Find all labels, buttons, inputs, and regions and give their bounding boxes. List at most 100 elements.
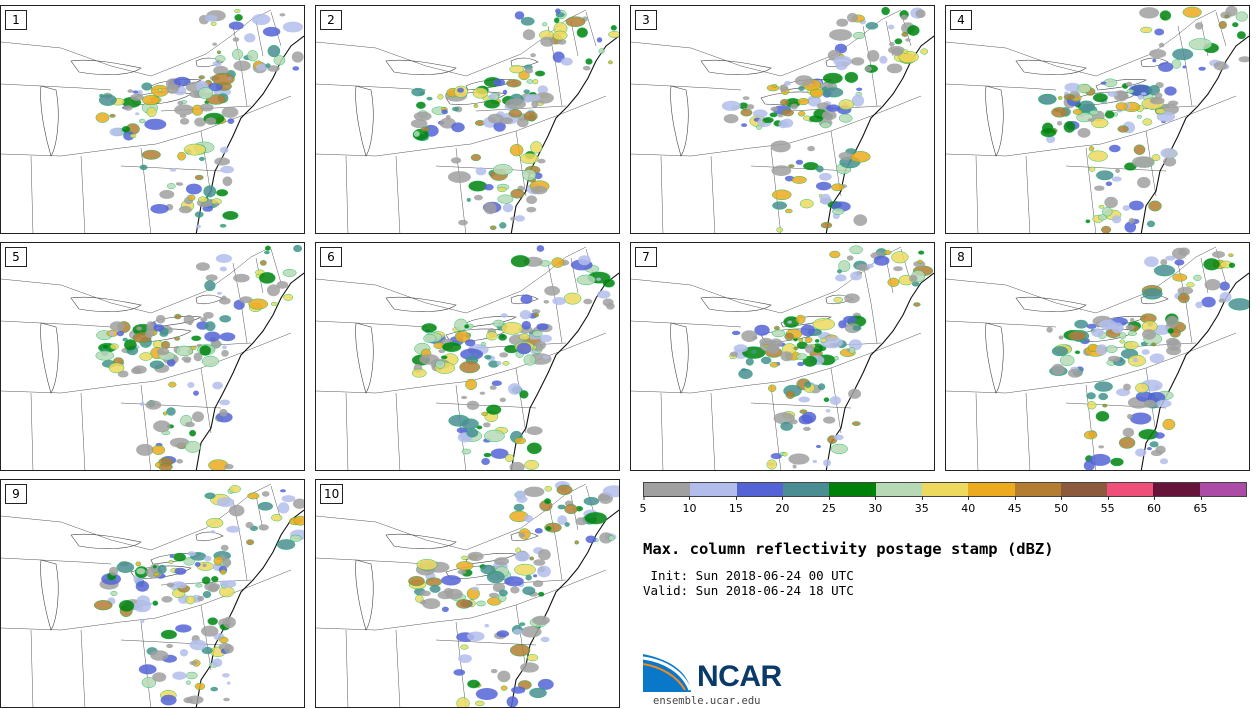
- reflectivity-cell: [838, 260, 851, 272]
- reflectivity-cell: [93, 600, 113, 611]
- colorbar-tick: 20: [775, 496, 790, 515]
- reflectivity-cell: [177, 151, 187, 161]
- reflectivity-cell: [488, 592, 499, 598]
- reflectivity-cell: [886, 63, 903, 74]
- reflectivity-cell: [537, 85, 548, 95]
- reflectivity-cell: [1219, 281, 1230, 291]
- reflectivity-cell: [1135, 382, 1149, 394]
- reflectivity-cell: [509, 644, 531, 657]
- reflectivity-cell: [1095, 410, 1110, 422]
- reflectivity-cell: [794, 75, 814, 87]
- reflectivity-cell: [234, 14, 243, 22]
- coastline: [510, 35, 619, 233]
- reflectivity-cell: [531, 100, 539, 108]
- reflectivity-cell: [838, 320, 847, 329]
- reflectivity-cell: [169, 437, 190, 448]
- member-panel: 5: [0, 242, 305, 471]
- reflectivity-cell: [161, 596, 173, 603]
- reflectivity-cell: [425, 577, 443, 587]
- reflectivity-cell: [109, 343, 119, 350]
- reflectivity-cell: [475, 167, 487, 176]
- reflectivity-cell: [809, 88, 824, 98]
- reflectivity-cell: [1086, 401, 1097, 410]
- reflectivity-cell: [510, 216, 516, 221]
- reflectivity-cell: [523, 486, 545, 497]
- reflectivity-cell: [1224, 14, 1230, 19]
- reflectivity-cell: [146, 107, 157, 118]
- reflectivity-cell: [139, 352, 153, 361]
- reflectivity-cell: [192, 411, 204, 422]
- reflectivity-cell: [454, 331, 471, 343]
- reflectivity-cell: [520, 662, 539, 673]
- reflectivity-cell: [1218, 20, 1227, 29]
- panel-number-label: 9: [5, 484, 27, 504]
- reflectivity-cell: [1159, 458, 1169, 465]
- reflectivity-cell: [189, 639, 207, 651]
- reflectivity-cell: [500, 685, 508, 691]
- reflectivity-cell: [809, 114, 824, 123]
- reflectivity-cell: [832, 207, 845, 215]
- reflectivity-cell: [263, 250, 270, 255]
- colorbar-tick-labels: 5 10 15 20 25 30 35 40 45 50 55 60 65: [640, 496, 1247, 517]
- reflectivity-cell: [516, 118, 529, 128]
- reflectivity-cell: [153, 324, 165, 332]
- reflectivity-cell: [1182, 65, 1187, 69]
- colorbar-tick: 10: [682, 496, 696, 515]
- colorbar-tick-label: 20: [775, 502, 790, 515]
- reflectivity-cell: [833, 297, 843, 303]
- reflectivity-cell: [1204, 279, 1221, 291]
- reflectivity-cell: [258, 524, 269, 531]
- reflectivity-cell: [752, 109, 768, 118]
- reflectivity-cell: [194, 117, 207, 127]
- coastline: [1140, 35, 1249, 233]
- reflectivity-cell: [799, 409, 808, 414]
- reflectivity-cell: [1064, 82, 1081, 92]
- reflectivity-cell: [276, 539, 296, 550]
- reflectivity-cell: [823, 87, 844, 98]
- reflectivity-cell: [246, 539, 255, 546]
- state-boundary: [946, 83, 1057, 91]
- reflectivity-cell: [118, 600, 135, 612]
- reflectivity-cell: [536, 245, 545, 252]
- reflectivity-cell: [866, 263, 874, 269]
- reflectivity-cell: [520, 17, 535, 26]
- reflectivity-cell: [597, 290, 611, 299]
- reflectivity-cell: [468, 180, 488, 192]
- reflectivity-cell: [750, 349, 758, 354]
- reflectivity-cell: [1142, 288, 1163, 300]
- colorbar-segment: [921, 483, 969, 496]
- reflectivity-cell: [1122, 427, 1135, 438]
- reflectivity-cell: [564, 522, 570, 527]
- reflectivity-cell: [506, 696, 519, 707]
- reflectivity-cell: [166, 643, 174, 649]
- reflectivity-cell: [852, 32, 866, 40]
- reflectivity-cell: [490, 448, 509, 459]
- reflectivity-cell: [282, 268, 297, 277]
- reflectivity-cell: [1038, 93, 1057, 105]
- colorbar-tick: 35: [915, 496, 929, 515]
- reflectivity-cell: [197, 595, 205, 602]
- reflectivity-cell: [873, 255, 890, 266]
- reflectivity-cell: [239, 296, 253, 304]
- colorbar-tick: 5: [640, 496, 647, 515]
- reflectivity-cell: [1060, 354, 1075, 367]
- reflectivity-cell: [790, 103, 798, 110]
- state-boundary: [1065, 165, 1167, 172]
- reflectivity-cell: [109, 127, 125, 137]
- reflectivity-cell: [1156, 111, 1176, 122]
- reflectivity-cell: [829, 396, 841, 405]
- reflectivity-cell: [174, 336, 181, 341]
- reflectivity-cell: [816, 181, 832, 191]
- reflectivity-cell: [475, 688, 498, 700]
- colorbar-tick-label: 40: [961, 502, 976, 515]
- reflectivity-cell: [1057, 96, 1063, 100]
- lake-outline: [40, 322, 59, 394]
- reflectivity-cell: [129, 133, 137, 139]
- reflectivity-cell: [194, 211, 204, 218]
- reflectivity-cell: [467, 551, 484, 562]
- reflectivity-cell: [833, 434, 844, 441]
- lake-outline: [1015, 59, 1087, 75]
- reflectivity-cell: [844, 293, 860, 304]
- reflectivity-cell: [1212, 251, 1225, 258]
- reflectivity-cell: [476, 600, 486, 607]
